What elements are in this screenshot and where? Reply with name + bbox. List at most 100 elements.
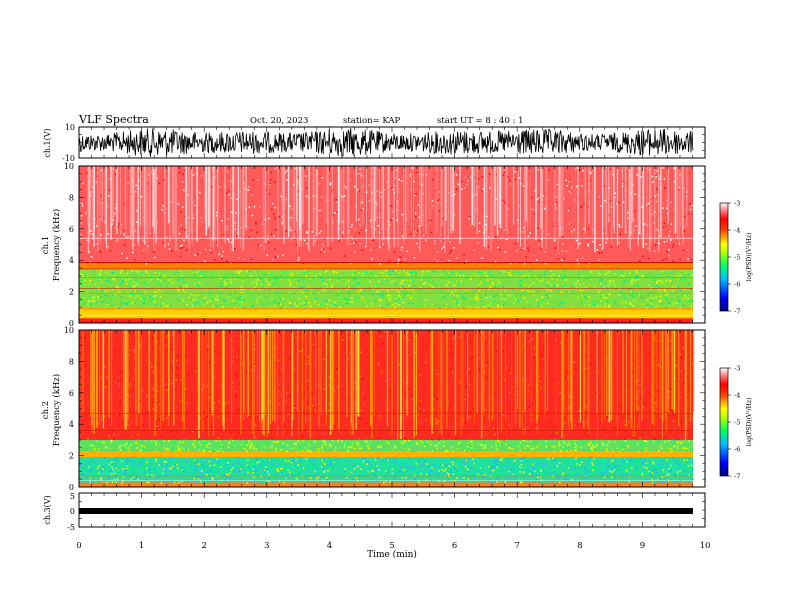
spectrogram-speckle bbox=[352, 457, 354, 460]
spectrogram-speckle bbox=[302, 262, 305, 264]
spectrogram-speckle bbox=[331, 476, 333, 478]
spectrogram-speckle bbox=[504, 201, 506, 204]
spectrogram-speckle bbox=[350, 226, 353, 228]
spectrogram-speckle bbox=[273, 213, 275, 215]
spectrogram-speckle bbox=[135, 279, 137, 281]
spectrogram-streak bbox=[124, 166, 127, 234]
spectrogram-speckle bbox=[504, 303, 506, 305]
spectrogram-speckle bbox=[381, 293, 384, 296]
spectrogram-speckle bbox=[215, 298, 217, 301]
spectrogram-streak bbox=[557, 166, 559, 252]
spectrogram-speckle bbox=[533, 447, 535, 450]
spectrogram-speckle bbox=[378, 281, 380, 283]
spectrogram-speckle bbox=[404, 481, 406, 483]
spectrogram-speckle bbox=[609, 168, 611, 170]
spectrogram-speckle bbox=[566, 290, 568, 293]
spectrogram-speckle bbox=[303, 239, 306, 242]
spectrogram-speckle bbox=[533, 262, 535, 264]
spectrogram-speckle bbox=[227, 238, 229, 241]
spectrogram-speckle bbox=[184, 305, 187, 307]
spectrogram-speckle bbox=[213, 259, 216, 261]
spectrogram-speckle bbox=[389, 273, 391, 276]
spectrogram-speckle bbox=[340, 461, 342, 463]
spectrogram-speckle bbox=[687, 474, 689, 477]
spectrogram-speckle bbox=[163, 440, 166, 443]
spectrogram-speckle bbox=[160, 291, 162, 293]
spectrogram-speckle bbox=[683, 215, 686, 218]
spectrogram-speckle bbox=[394, 283, 397, 285]
spectrogram-speckle bbox=[186, 461, 188, 464]
spectrogram-speckle bbox=[458, 458, 460, 461]
spectrogram-speckle bbox=[441, 296, 444, 299]
spectrogram-speckle bbox=[530, 208, 533, 211]
spectrogram-speckle bbox=[431, 200, 434, 202]
spectrogram-speckle bbox=[256, 461, 258, 464]
spectrogram-speckle bbox=[364, 271, 366, 274]
spectrogram-speckle bbox=[367, 305, 369, 307]
spectrogram-speckle bbox=[589, 276, 591, 278]
spectrogram-speckle bbox=[152, 296, 155, 298]
spectrogram-streak bbox=[338, 166, 341, 224]
spectrogram-speckle bbox=[655, 176, 658, 178]
spectrogram-speckle bbox=[268, 478, 270, 480]
spectrogram-speckle bbox=[296, 302, 298, 305]
spectrogram-speckle bbox=[258, 294, 260, 297]
spectrogram-speckle bbox=[244, 237, 246, 239]
spectrogram-speckle bbox=[334, 302, 336, 304]
spectrogram-speckle bbox=[423, 441, 425, 443]
spectrogram-speckle bbox=[343, 470, 345, 472]
spectrogram-speckle bbox=[99, 274, 101, 277]
spectrogram-speckle bbox=[102, 441, 105, 444]
spectrogram-speckle bbox=[544, 250, 546, 253]
spectrogram-speckle bbox=[456, 274, 458, 276]
spectrogram-streak bbox=[277, 166, 279, 229]
spectrogram-speckle bbox=[324, 271, 326, 273]
spectrogram-speckle bbox=[654, 195, 657, 197]
spectrogram-speckle bbox=[669, 411, 672, 413]
spectrogram-speckle bbox=[305, 458, 308, 460]
spectrogram-speckle bbox=[226, 287, 229, 289]
spectrogram-speckle bbox=[364, 245, 367, 248]
spectrogram-speckle bbox=[194, 294, 196, 297]
spectrogram-speckle bbox=[663, 295, 665, 297]
spectrogram-speckle bbox=[138, 201, 140, 204]
spectrogram-speckle bbox=[655, 402, 657, 404]
spectrogram-streak bbox=[629, 166, 630, 238]
spectrogram-speckle bbox=[554, 445, 556, 448]
spectrogram-speckle bbox=[496, 350, 498, 352]
spectrogram-speckle bbox=[373, 348, 375, 351]
spectrogram-speckle bbox=[345, 473, 347, 475]
spectrogram-speckle bbox=[373, 482, 376, 484]
spectrogram-speckle bbox=[354, 296, 356, 299]
spectrogram-speckle bbox=[548, 168, 550, 171]
spectrogram-streak bbox=[133, 166, 135, 238]
spectrogram-speckle bbox=[304, 474, 306, 477]
spectrogram-speckle bbox=[592, 300, 594, 302]
spectrogram-speckle bbox=[448, 259, 451, 262]
spectrogram-speckle bbox=[145, 449, 147, 452]
spectrogram-speckle bbox=[500, 479, 503, 481]
spectrogram-speckle bbox=[177, 279, 179, 281]
spectrogram-speckle bbox=[445, 468, 447, 470]
spectrogram-speckle bbox=[290, 305, 293, 307]
spectrogram-streak bbox=[649, 166, 651, 252]
spectrogram-speckle bbox=[256, 270, 258, 272]
spectrogram-speckle bbox=[402, 283, 404, 285]
spectrogram-speckle bbox=[597, 259, 600, 262]
spectrogram-speckle bbox=[322, 457, 325, 460]
spectrogram-speckle bbox=[313, 406, 316, 409]
spectrogram-speckle bbox=[138, 173, 140, 175]
spectrogram-speckle bbox=[192, 271, 195, 273]
spectrogram-speckle bbox=[535, 465, 538, 467]
spectrogram-speckle bbox=[647, 294, 649, 296]
spectrogram-speckle bbox=[591, 271, 593, 273]
spectrogram-speckle bbox=[594, 285, 597, 287]
spectrogram-speckle bbox=[503, 378, 506, 381]
spectrogram-speckle bbox=[254, 470, 256, 472]
spectrogram-speckle bbox=[177, 445, 180, 447]
spectrogram-speckle bbox=[586, 283, 589, 286]
spectrogram-speckle bbox=[201, 469, 203, 472]
spectrogram-speckle bbox=[595, 446, 597, 448]
spectrogram-speckle bbox=[449, 241, 451, 243]
spectrogram-streak bbox=[99, 166, 101, 245]
